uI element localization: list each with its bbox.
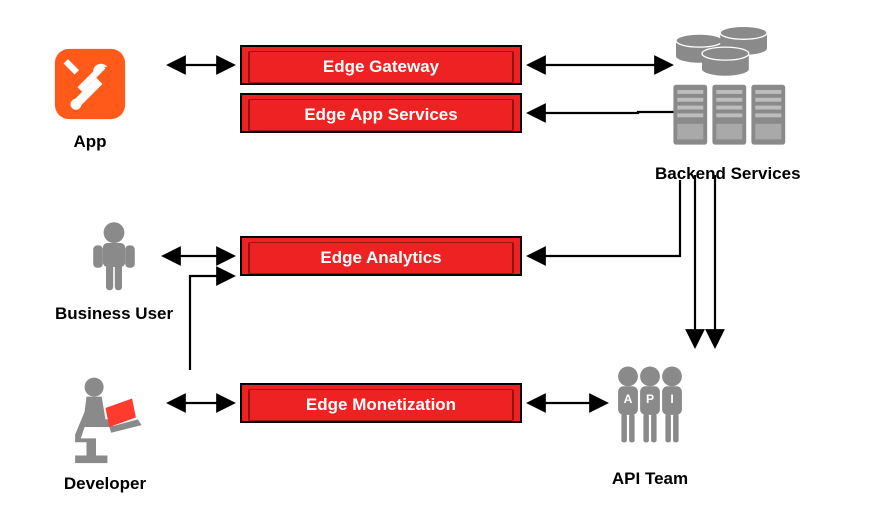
edge-app-services-box: Edge App Services — [240, 93, 522, 133]
team-icon: AP I — [595, 350, 705, 460]
edge-analytics-label: Edge Analytics — [248, 242, 514, 274]
dev-icon — [58, 370, 153, 465]
edge-gateway-label: Edge Gateway — [248, 51, 514, 83]
api-team-label: API Team — [595, 469, 705, 489]
edge-gateway-box: Edge Gateway — [240, 45, 522, 85]
backend-label: Backend Services — [655, 164, 801, 184]
edge-app-services-label: Edge App Services — [248, 99, 514, 131]
developer-actor: Developer — [58, 370, 153, 494]
svg-text:P: P — [646, 392, 654, 406]
app-actor: App — [51, 45, 129, 152]
svg-text:A: A — [624, 392, 633, 406]
servers-icon — [663, 25, 793, 155]
person-icon — [74, 215, 154, 295]
api-team-actor: AP I API Team — [595, 350, 705, 489]
edge-monetization-label: Edge Monetization — [248, 389, 514, 421]
business-user-actor: Business User — [55, 215, 173, 324]
business-user-label: Business User — [55, 304, 173, 324]
svg-text:I: I — [670, 392, 673, 406]
edge-analytics-box: Edge Analytics — [240, 236, 522, 276]
edge-monetization-box: Edge Monetization — [240, 383, 522, 423]
app-icon — [51, 45, 129, 123]
backend-actor: Backend Services — [655, 25, 801, 184]
app-label: App — [51, 132, 129, 152]
developer-label: Developer — [58, 474, 153, 494]
